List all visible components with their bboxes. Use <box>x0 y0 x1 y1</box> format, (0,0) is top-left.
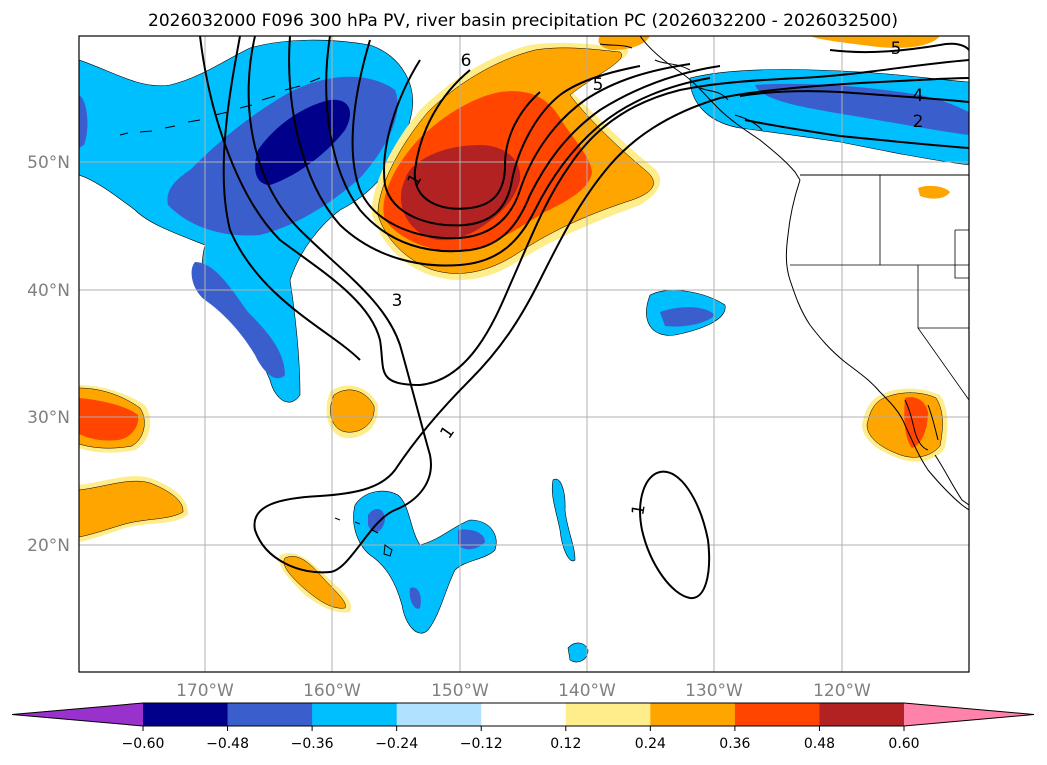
colorbar-extend-min <box>12 703 143 726</box>
alaska-islands <box>599 43 763 131</box>
central-blue-blob <box>660 307 715 327</box>
contour-ring-c <box>351 39 691 240</box>
contour-2-line <box>744 119 969 149</box>
nw-blue-lobe <box>191 262 285 379</box>
contour-label-6: 6 <box>461 51 472 71</box>
map-area: 6 5 5 4 2 1 3 1 1 <box>79 36 969 672</box>
hawaii-blue-core <box>368 508 385 532</box>
contour-ring-d <box>383 59 641 227</box>
west-edge-blue <box>79 95 88 148</box>
lon-label-120w: 120°W <box>813 681 871 701</box>
contour-1-loop <box>639 470 711 600</box>
colorbar-segment <box>819 703 905 726</box>
colorbar-segment <box>227 703 313 726</box>
north-orange-strip <box>598 36 650 50</box>
colorbar-segment <box>565 703 651 726</box>
west-orange-22n <box>79 480 184 538</box>
colorbar-tick-label: −0.48 <box>206 736 249 752</box>
colorbar-segment <box>143 703 229 726</box>
us-west-coast <box>785 179 969 511</box>
lat-label-40n: 40°N <box>27 281 70 301</box>
contour-1-west <box>247 36 969 574</box>
hawaii-islands <box>334 517 393 557</box>
colorbar: −0.60 −0.48 −0.36 −0.24 −0.12 0.12 0.24 0.36 0.4… <box>11 702 1035 752</box>
contour-label-5a: 5 <box>593 75 604 95</box>
contour-3-line <box>199 36 969 387</box>
colorbar-tick-label: 0.24 <box>635 736 666 752</box>
cyan-streak <box>551 478 576 562</box>
contour-1-south <box>222 36 361 361</box>
colorbar-segment <box>481 703 567 726</box>
colorbar-tick-label: −0.60 <box>122 736 165 752</box>
colorbar-tick-label: 0.60 <box>888 736 919 752</box>
contour-ring-b <box>325 36 721 253</box>
baja-peninsula <box>904 399 939 451</box>
contour-ring-e <box>413 69 541 210</box>
nw-darkblue-core <box>255 99 350 185</box>
colorbar-extend-max <box>904 703 1034 726</box>
colorbar-tick-label: 0.12 <box>550 736 581 752</box>
latitude-labels: 50°N 40°N 30°N 20°N <box>27 153 70 556</box>
contour-4-line <box>739 90 969 103</box>
contour-5-ne <box>829 42 969 54</box>
contour-label-1c: 1 <box>628 503 650 517</box>
colorbar-tick-label: 0.48 <box>804 736 835 752</box>
colorbar-tick-label: −0.12 <box>460 736 503 752</box>
lon-label-130w: 130°W <box>685 681 743 701</box>
state-boundaries <box>790 175 969 401</box>
colorbar-tick-label: −0.36 <box>291 736 334 752</box>
lon-label-140w: 140°W <box>558 681 616 701</box>
cyan-small-south <box>567 642 589 663</box>
longitude-labels: 170°W 160°W 150°W 140°W 130°W 120°W <box>176 681 871 701</box>
contour-ring-a <box>288 36 711 267</box>
contour-label-5b: 5 <box>891 39 902 59</box>
colorbar-segment <box>650 703 736 726</box>
colorbar-tick-label: 0.36 <box>719 736 750 752</box>
pv-contours <box>199 36 969 600</box>
lat-label-50n: 50°N <box>27 153 70 173</box>
coastlines <box>119 36 969 557</box>
lat-label-30n: 30°N <box>27 408 70 428</box>
map-frame <box>78 35 970 673</box>
hawaii-cyan-region <box>353 490 497 634</box>
lat-label-20n: 20°N <box>27 536 70 556</box>
gridlines <box>79 36 969 672</box>
colorbar-tick-label: −0.24 <box>375 736 418 752</box>
colorbar-segment <box>396 703 482 726</box>
figure-title: 2026032000 F096 300 hPa PV, river basin … <box>148 11 898 31</box>
lon-label-150w: 150°W <box>431 681 489 701</box>
contour-label-2: 2 <box>913 112 924 132</box>
lon-label-170w: 170°W <box>176 681 234 701</box>
west-red-30n <box>79 398 139 441</box>
aleutian-islands <box>119 77 321 136</box>
colorbar-segment <box>734 703 820 726</box>
hawaii-blue-east <box>458 529 485 550</box>
contour-label-4: 4 <box>913 86 924 106</box>
contour-label-3: 3 <box>392 291 403 311</box>
hawaii-blue-south <box>409 587 421 609</box>
lon-label-160w: 160°W <box>303 681 361 701</box>
colorbar-segment <box>312 703 398 726</box>
mexico-coast <box>934 454 969 506</box>
ne-small-orange <box>918 185 950 199</box>
